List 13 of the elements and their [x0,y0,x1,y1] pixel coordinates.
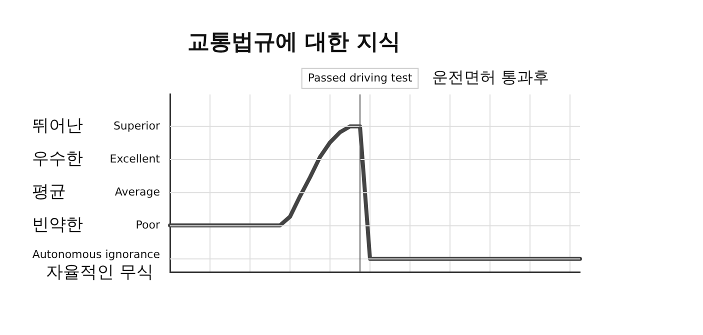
chart-title: 교통법규에 대한 지식 [187,30,401,55]
text: 우수한 [32,148,83,169]
text: Average [114,186,160,199]
text: Superior [113,119,160,132]
text: 평균 [32,182,66,202]
text: Passed driving test [308,71,413,84]
text: Excellent [110,152,161,166]
text: Autonomous ignorance [32,248,160,261]
text: 자율적인 무식 [46,262,154,282]
text: 뛰어난 [32,116,83,136]
text: 빈약한 [32,215,83,236]
text: Poor [136,218,160,232]
text: 운전면허 통과후 [432,68,550,87]
